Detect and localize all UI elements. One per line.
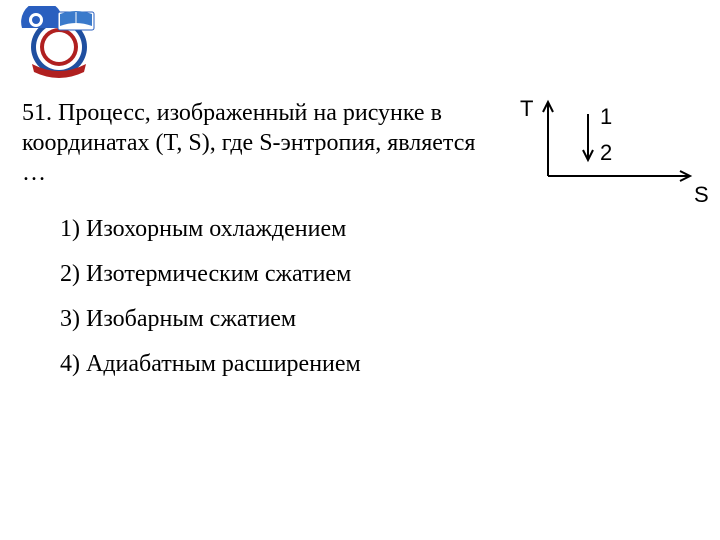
answer-option-2: 2) Изотермическим сжатием — [60, 261, 361, 288]
axis-label-T: T — [520, 96, 533, 121]
answer-option-3: 3) Изобарным сжатием — [60, 306, 361, 333]
axis-label-S: S — [694, 182, 708, 207]
answer-option-4: 4) Адиабатным расширением — [60, 351, 361, 378]
point-label-2: 2 — [600, 140, 612, 165]
answer-list: 1) Изохорным охлаждением 2) Изотермическ… — [60, 216, 361, 396]
answer-option-1: 1) Изохорным охлаждением — [60, 216, 361, 243]
point-label-1: 1 — [600, 104, 612, 129]
university-logo — [14, 6, 104, 78]
ts-diagram: T S 1 2 — [508, 96, 708, 216]
question-text: 51. Процесс, изображенный на рисунке в к… — [22, 98, 492, 188]
slide: 51. Процесс, изображенный на рисунке в к… — [0, 0, 720, 540]
